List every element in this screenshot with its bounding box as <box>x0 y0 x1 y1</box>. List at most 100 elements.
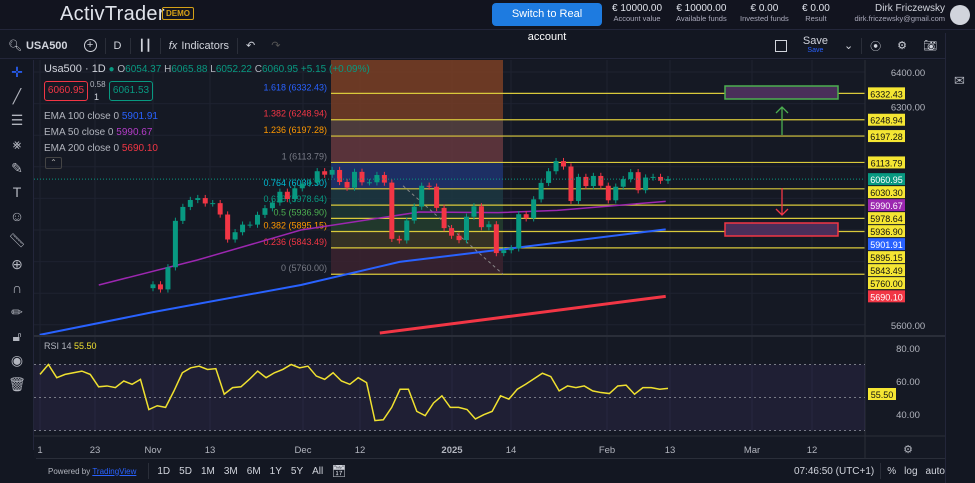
save-dropdown[interactable]: ⌄ <box>836 39 861 52</box>
candle <box>352 171 358 188</box>
rsi-value: 55.50 <box>74 341 97 351</box>
measure-tool[interactable]: 📏︎ <box>0 228 34 252</box>
available-funds: € 10000.00 Available funds <box>676 3 727 23</box>
candle <box>381 175 387 183</box>
candle <box>322 171 328 175</box>
account-value: € 10000.00 Account value <box>612 3 662 23</box>
range-5y[interactable]: 5Y <box>290 465 304 477</box>
right-panel: ✉ <box>945 33 975 483</box>
collapse-legend-button[interactable]: ⌃ <box>45 157 62 169</box>
save-button[interactable]: Save Save <box>795 35 836 56</box>
fib-tool[interactable]: ☰ <box>0 108 34 132</box>
candle <box>165 267 171 290</box>
range-3m[interactable]: 3M <box>223 465 238 477</box>
search-icon: 🔍︎ <box>8 40 22 52</box>
pattern-tool[interactable]: ⨳ <box>0 132 34 156</box>
demo-badge: DEMO <box>162 7 194 20</box>
ema-200-line <box>379 294 666 335</box>
settings-button[interactable]: ⚙ <box>889 39 915 52</box>
emoji-tool[interactable]: ☺ <box>0 204 34 228</box>
candle <box>307 182 313 184</box>
fib-level-label: 0 (5760.00) <box>281 263 327 273</box>
compare-button[interactable]: + <box>76 39 105 52</box>
quick-search-button[interactable]: ⦿ <box>862 38 889 54</box>
range-1d[interactable]: 1D <box>157 465 171 477</box>
time-tick: Dec <box>295 445 312 456</box>
candle <box>628 172 634 180</box>
candle <box>486 224 492 228</box>
brush-tool[interactable]: ✎ <box>0 156 34 180</box>
time-tick: 12 <box>807 445 818 456</box>
hide-tool[interactable]: ◉ <box>0 348 34 372</box>
sell-button[interactable]: 6060.95 <box>44 81 88 101</box>
avatar[interactable] <box>950 5 970 25</box>
ema-label: EMA 100 close 0 <box>44 111 120 122</box>
redo-button[interactable]: ↷ <box>263 39 288 52</box>
candle <box>299 183 305 189</box>
candle <box>561 161 567 167</box>
range-all[interactable]: All <box>312 465 324 477</box>
candle <box>359 171 365 183</box>
interval-button[interactable]: D <box>113 39 122 52</box>
switch-to-real-button[interactable]: Switch to Real account <box>492 3 602 43</box>
symbol-search[interactable]: 🔍︎ USA500 <box>0 39 76 53</box>
magnet-tool[interactable]: ∩ <box>0 276 34 300</box>
candle <box>605 185 611 201</box>
price-badge-label: 5936.90 <box>870 227 903 237</box>
indicators-button[interactable]: fx Indicators <box>161 40 237 52</box>
candle <box>419 185 425 207</box>
brush-icon: ✎ <box>11 159 23 176</box>
undo-button[interactable]: ↶ <box>238 39 263 52</box>
symbol-title: Usa500 · 1D <box>44 63 106 75</box>
close-value: 6060.95 <box>261 64 299 75</box>
smiley-icon: ☺ <box>9 208 25 224</box>
date-range-button[interactable]: 📅︎ <box>331 464 346 478</box>
delete-tool[interactable]: 🗑︎ <box>0 372 34 396</box>
crosshair-tool[interactable]: ✛ <box>0 60 34 84</box>
text-tool[interactable]: T <box>0 180 34 204</box>
rsi-line <box>39 363 669 422</box>
time-tick: 1 <box>37 445 42 456</box>
divider <box>237 37 239 54</box>
calendar-icon: 📅︎ <box>331 464 347 478</box>
stat-value: € 10000.00 <box>612 3 663 14</box>
layout-button[interactable] <box>767 39 795 52</box>
divider <box>129 37 131 54</box>
ema-200-legend[interactable]: EMA 200 close 0 5690.10 <box>44 143 158 154</box>
ema-100-legend[interactable]: EMA 100 close 0 5901.91 <box>44 111 158 122</box>
rsi-legend[interactable]: RSI 14 55.50 <box>44 341 97 351</box>
range-1y[interactable]: 1Y <box>269 465 282 477</box>
screenshot-button[interactable]: 📷︎ <box>915 39 945 52</box>
buy-button[interactable]: 6061.53 <box>109 81 153 101</box>
auto-toggle[interactable]: auto <box>925 465 945 477</box>
user-info[interactable]: Dirk Friczewsky dirk.friczewsky@gmail.com <box>854 3 945 23</box>
rsi-tick: 60.00 <box>896 377 920 388</box>
zoom-tool[interactable]: ⊕ <box>0 252 34 276</box>
time-tick: 14 <box>506 445 517 456</box>
ema-value: 5901.91 <box>121 111 158 122</box>
lock-drawings-tool[interactable]: ✏ <box>0 300 34 324</box>
candle <box>344 181 350 188</box>
price-tick: 5600.00 <box>891 321 925 332</box>
percent-toggle[interactable]: % <box>887 465 897 477</box>
candle <box>516 214 522 249</box>
candle <box>575 176 581 201</box>
lock-tool[interactable]: 🔓︎ <box>0 324 34 348</box>
tradingview-link[interactable]: TradingView <box>92 466 137 476</box>
crosshair-icon: ✛ <box>11 63 23 80</box>
range-5d[interactable]: 5D <box>179 465 192 477</box>
change-value: +5.15 (+0.09%) <box>300 64 370 75</box>
mail-icon[interactable]: ✉ <box>954 73 965 88</box>
chart-type-button[interactable]: ┃┃ <box>131 39 160 52</box>
range-6m[interactable]: 6M <box>246 465 261 477</box>
trendline-tool[interactable]: ╱ <box>0 84 34 108</box>
rsi-badge <box>868 388 896 400</box>
log-toggle[interactable]: log <box>904 465 918 477</box>
range-1m[interactable]: 1M <box>200 465 215 477</box>
candle <box>172 220 178 268</box>
invested-funds: € 0.00 Invested funds <box>740 3 789 23</box>
quantity[interactable]: 1 <box>94 92 100 102</box>
divider <box>861 37 863 54</box>
ema-50-legend[interactable]: EMA 50 close 0 5990.67 <box>44 127 152 138</box>
price-chart[interactable]: 1.618 (6332.43) 1.382 (6248.94) 1.236 (619… <box>34 60 945 458</box>
